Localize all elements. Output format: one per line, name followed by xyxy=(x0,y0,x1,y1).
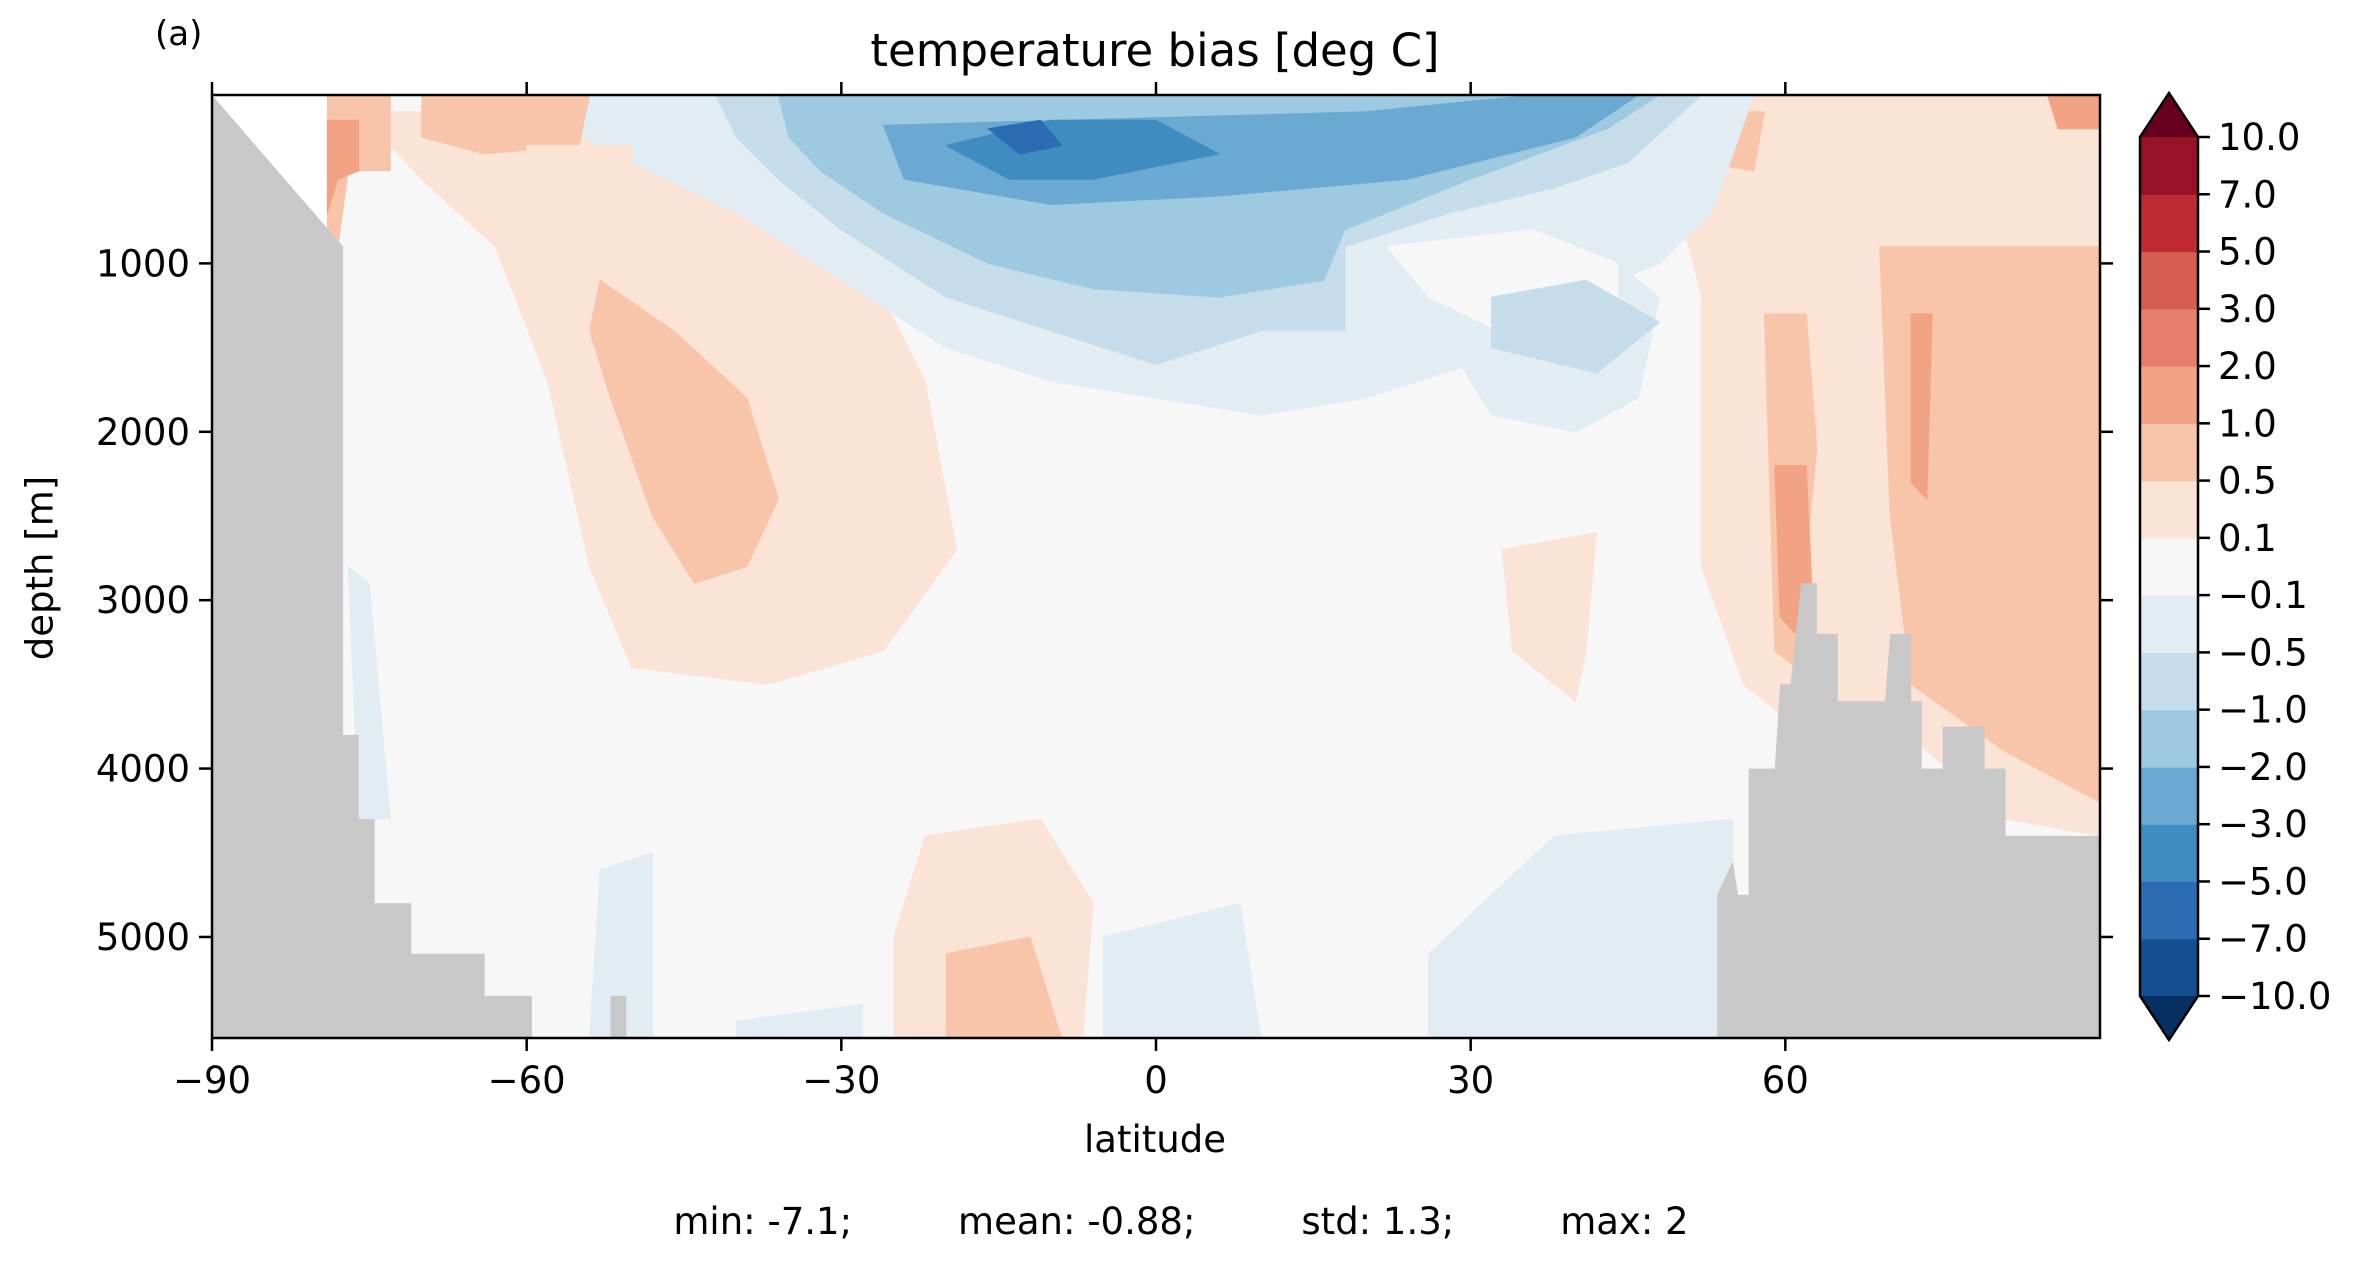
colorbar-extend-min xyxy=(2140,996,2198,1040)
colorbar-tick-label: −1.0 xyxy=(2218,689,2308,732)
stat-mean: mean: -0.88; xyxy=(958,1200,1196,1243)
colorbar-segment xyxy=(2140,366,2198,424)
contour-region xyxy=(735,1003,863,1038)
colorbar-segment xyxy=(2140,652,2198,711)
colorbar-tick-label: −7.0 xyxy=(2218,918,2308,961)
colorbar-segment xyxy=(2140,824,2198,883)
colorbar-tick-label: 1.0 xyxy=(2218,402,2277,445)
colorbar-tick-label: 2.0 xyxy=(2218,345,2277,388)
x-tick-label: −90 xyxy=(173,1059,251,1102)
contour-region xyxy=(987,119,1063,155)
stat-max: max: 2 xyxy=(1560,1200,1689,1243)
y-tick-label: 3000 xyxy=(96,579,190,622)
seafloor-land-mask xyxy=(212,95,2100,1038)
x-tick-label: 0 xyxy=(1144,1059,1168,1102)
colorbar-tick-label: −2.0 xyxy=(2218,746,2308,789)
colorbar-segment xyxy=(2140,194,2198,253)
summary-statistics: min: -7.1; mean: -0.88; std: 1.3; max: 2 xyxy=(0,1200,2362,1243)
x-tick-label: −30 xyxy=(802,1059,880,1102)
x-tick-label: −60 xyxy=(488,1059,566,1102)
stat-std: std: 1.3; xyxy=(1301,1200,1455,1243)
colorbar-tick-label: 0.1 xyxy=(2218,517,2277,560)
x-tick-label: 60 xyxy=(1762,1059,1809,1102)
panel-label: (a) xyxy=(155,14,203,54)
colorbar-segment xyxy=(2140,480,2198,539)
colorbar-segment xyxy=(2140,423,2198,482)
colorbar: −10.0 −7.0 −5.0 −3.0 −2.0 −1.0 −0.5 −0.1 0.1 0.5 1… xyxy=(2138,90,2331,1043)
colorbar-tick-label: 5.0 xyxy=(2218,231,2277,274)
colorbar-tick-label: −0.5 xyxy=(2218,631,2308,674)
colorbar-segment xyxy=(2140,709,2198,768)
stat-min: min: -7.1; xyxy=(673,1200,853,1243)
contour-region xyxy=(589,852,653,1038)
y-tick-label: 1000 xyxy=(96,242,190,285)
colorbar-tick-label: −0.1 xyxy=(2218,574,2308,617)
x-tick-label: 30 xyxy=(1447,1059,1494,1102)
colorbar-tick-label: 7.0 xyxy=(2218,173,2277,216)
y-tick-label: 4000 xyxy=(96,748,190,791)
x-axis: −90 −60 −30 0 30 60 xyxy=(173,82,1809,1102)
y-tick-label: 5000 xyxy=(96,916,190,959)
colorbar-segment xyxy=(2140,881,2198,940)
contour-region xyxy=(1501,532,1597,702)
colorbar-tick-label: −10.0 xyxy=(2218,975,2331,1018)
contour-region xyxy=(2047,95,2100,130)
colorbar-tick-label: 10.0 xyxy=(2218,116,2300,159)
contour-region xyxy=(589,279,779,584)
colorbar-segment xyxy=(2140,766,2198,825)
colorbar-tick-label: −5.0 xyxy=(2218,860,2308,903)
contour-region xyxy=(1910,313,1933,500)
contour-region xyxy=(1103,902,1262,1038)
colorbar-segment xyxy=(2140,137,2198,195)
colorbar-segment xyxy=(2140,595,2198,653)
colorbar-segment xyxy=(2140,251,2198,310)
chart-title: temperature bias [deg C] xyxy=(870,24,1440,77)
colorbar-tick-label: −3.0 xyxy=(2218,803,2308,846)
x-axis-label: latitude xyxy=(1084,1118,1226,1161)
colorbar-segment xyxy=(2140,537,2198,596)
y-axis: 1000 2000 3000 4000 5000 xyxy=(96,242,2113,959)
contour-region xyxy=(1879,246,2100,803)
plot-area xyxy=(212,95,2100,1038)
colorbar-segment xyxy=(2140,308,2198,367)
colorbar-tick-label: 0.5 xyxy=(2218,460,2277,503)
contour-region xyxy=(347,566,391,820)
colorbar-extend-max xyxy=(2140,93,2198,137)
contour-region xyxy=(526,145,633,180)
contour-region xyxy=(945,936,1063,1038)
contour-regions xyxy=(326,95,2100,1038)
y-axis-label: depth [m] xyxy=(18,475,62,661)
contour-region xyxy=(1491,279,1660,374)
colorbar-segment xyxy=(2140,938,2198,997)
colorbar-tick-label: 3.0 xyxy=(2218,288,2277,331)
y-tick-label: 2000 xyxy=(96,411,190,454)
contour-region xyxy=(326,119,360,214)
